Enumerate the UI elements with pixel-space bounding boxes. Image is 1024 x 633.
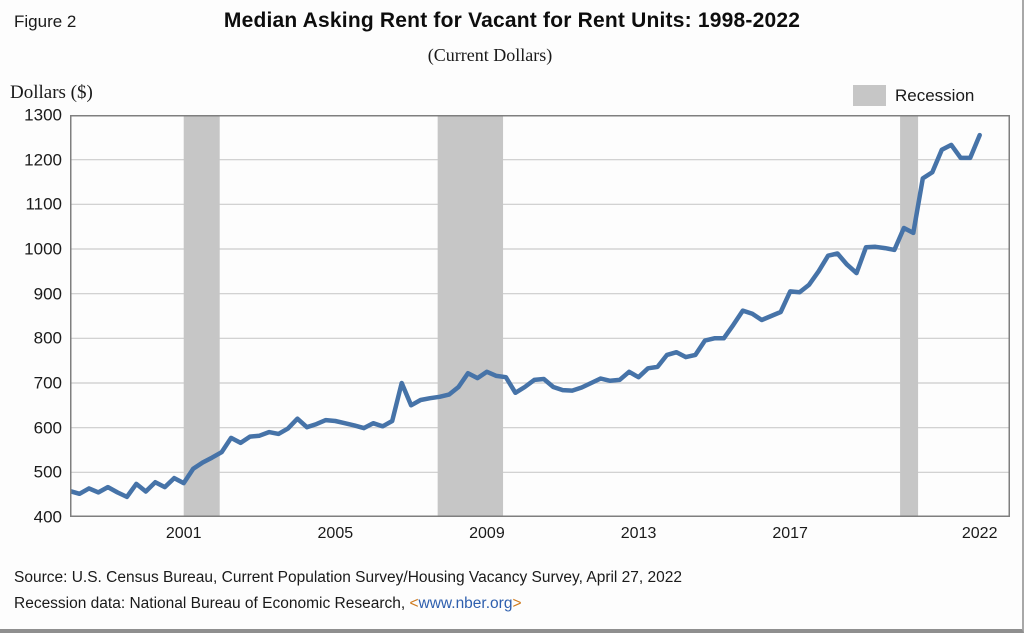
y-axis-title: Dollars ($) [10,82,93,103]
plot-svg [70,115,1010,517]
plot-area [70,115,1010,517]
rent-line [70,132,982,500]
y-tick-label: 1000 [24,239,62,259]
x-tick-label: 2005 [317,525,354,542]
figure-label: Figure 2 [14,12,77,31]
recession-band [437,115,504,517]
y-tick-label: 1100 [25,194,62,214]
y-tick-label: 1300 [24,105,62,125]
y-tick-label: 600 [33,418,62,438]
y-tick-label: 800 [33,328,62,348]
source-line-1: Source: U.S. Census Bureau, Current Popu… [14,569,683,586]
recession-band [900,115,919,517]
bracket-close-char: > [512,595,522,612]
recession-band [183,115,220,517]
x-tick-label: 2022 [961,525,998,542]
legend: Recession [853,85,974,106]
y-tick-label: 900 [33,284,62,304]
nber-link[interactable]: www.nber.org [418,595,513,612]
source-line-2: Recession data: National Bureau of Econo… [14,595,522,613]
chart-subtitle: (Current Dollars) [427,45,553,65]
y-tick-label: 500 [33,462,62,482]
x-tick-label: 2001 [165,525,202,542]
bracket-open-char: < [409,595,419,612]
y-axis-ticks: 400 500 600 700 800 900 1000 1100 1200 1300 [0,107,62,526]
x-axis-ticks: 2001 2005 2009 2013 2017 2022 [70,526,1010,550]
x-tick-label: 2009 [469,525,505,542]
y-tick-label: 400 [33,507,62,527]
source-line-2-text: Recession data: National Bureau of Econo… [14,595,410,612]
y-tick-label: 700 [33,373,62,393]
x-tick-label: 2017 [772,525,808,542]
x-tick-label: 2013 [620,525,657,542]
chart-title: Median Asking Rent for Vacant for Rent U… [223,9,801,32]
recession-swatch-icon [853,85,886,106]
y-tick-label: 1200 [24,150,62,170]
legend-label: Recession [895,85,975,105]
plot-border [70,115,1010,517]
